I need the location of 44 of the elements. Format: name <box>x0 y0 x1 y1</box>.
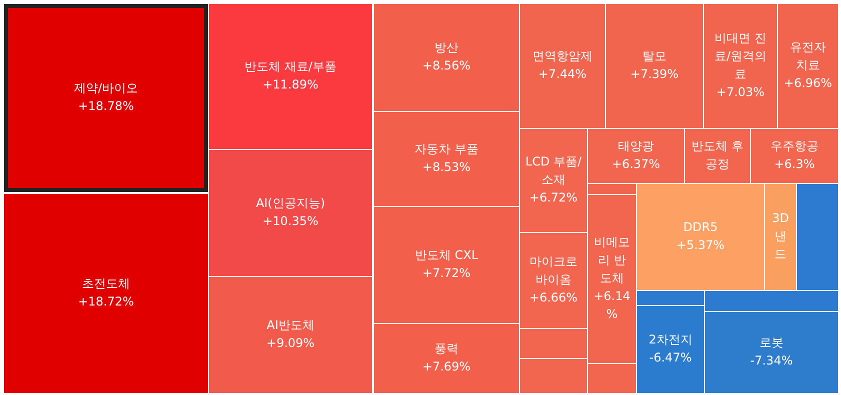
data-label: +18.72% <box>78 294 134 309</box>
data-label: +18.78% <box>78 99 134 114</box>
data-label: +6.66% <box>529 290 578 305</box>
category-label: AI(인공지능) <box>256 196 326 210</box>
category-label: 반도체 CXL <box>414 248 478 262</box>
category-label: 우주항공 <box>770 139 818 154</box>
category-label: 비메모리 반도체 <box>594 235 630 286</box>
category-label: 3D 낸드 <box>772 211 789 262</box>
category-label: 반도체 재료/부품 <box>244 60 336 74</box>
data-label: +7.03% <box>716 85 765 100</box>
category-label: 2차전지 <box>648 332 692 347</box>
category-label: 방산 <box>434 40 458 55</box>
data-label: +5.37% <box>676 238 725 252</box>
category-label: 자동차 부품 <box>414 142 478 156</box>
category-label: AI반도체 <box>266 318 314 332</box>
data-label: +8.53% <box>422 160 471 174</box>
category-label: 면역항암제 <box>532 49 592 64</box>
data-label: +6.3% <box>774 157 815 172</box>
category-label: 반도체 후 공정 <box>692 139 744 172</box>
category-label: DDR5 <box>683 220 718 234</box>
data-label: +7.39% <box>630 67 679 82</box>
data-label: +6.14% <box>594 289 630 322</box>
data-label: -6.47% <box>649 350 692 365</box>
data-label: +8.56% <box>422 58 471 73</box>
category-label: 태양광 <box>618 139 654 154</box>
data-label: +6.72% <box>529 190 578 205</box>
data-label: +6.96% <box>784 76 832 90</box>
category-label: 풍력 <box>434 342 458 356</box>
data-label: +10.35% <box>262 214 318 228</box>
category-label: 제약/바이오 <box>74 81 138 96</box>
data-label: +11.89% <box>262 78 318 92</box>
category-label: 비대면 진료/원격의료 <box>714 31 767 82</box>
category-label: 로봇 <box>760 336 784 350</box>
category-label: 탈모 <box>642 49 666 64</box>
data-label: -7.34% <box>750 354 793 368</box>
category-label: LCD 부품/소재 <box>525 154 583 187</box>
data-label: +7.72% <box>422 266 471 280</box>
category-label: 마이크로바이옴 <box>530 254 578 287</box>
category-label: 초전도체 <box>82 276 130 291</box>
data-label: +9.09% <box>266 336 315 350</box>
data-label: +6.37% <box>612 157 660 172</box>
data-label: +7.44% <box>538 67 587 82</box>
data-label: +7.69% <box>422 360 471 374</box>
category-label: 유전자 치료 <box>790 40 826 72</box>
